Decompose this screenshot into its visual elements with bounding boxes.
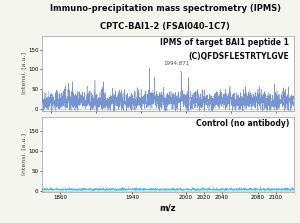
- Text: 1994.871: 1994.871: [164, 61, 190, 72]
- Y-axis label: Intensi. [a.u.]: Intensi. [a.u.]: [22, 133, 27, 175]
- Y-axis label: Intensi. [a.u.]: Intensi. [a.u.]: [22, 52, 27, 94]
- Text: Immuno-precipitation mass spectrometry (IPMS): Immuno-precipitation mass spectrometry (…: [50, 4, 280, 13]
- Text: (C)QFDSFLESTRTYLGVE: (C)QFDSFLESTRTYLGVE: [188, 52, 289, 61]
- Text: Control (no antibody): Control (no antibody): [196, 119, 289, 128]
- X-axis label: m/z: m/z: [160, 203, 176, 212]
- Text: CPTC-BAI1-2 (FSAI040-1C7): CPTC-BAI1-2 (FSAI040-1C7): [100, 22, 230, 31]
- Text: IPMS of target BAI1 peptide 1: IPMS of target BAI1 peptide 1: [160, 38, 289, 47]
